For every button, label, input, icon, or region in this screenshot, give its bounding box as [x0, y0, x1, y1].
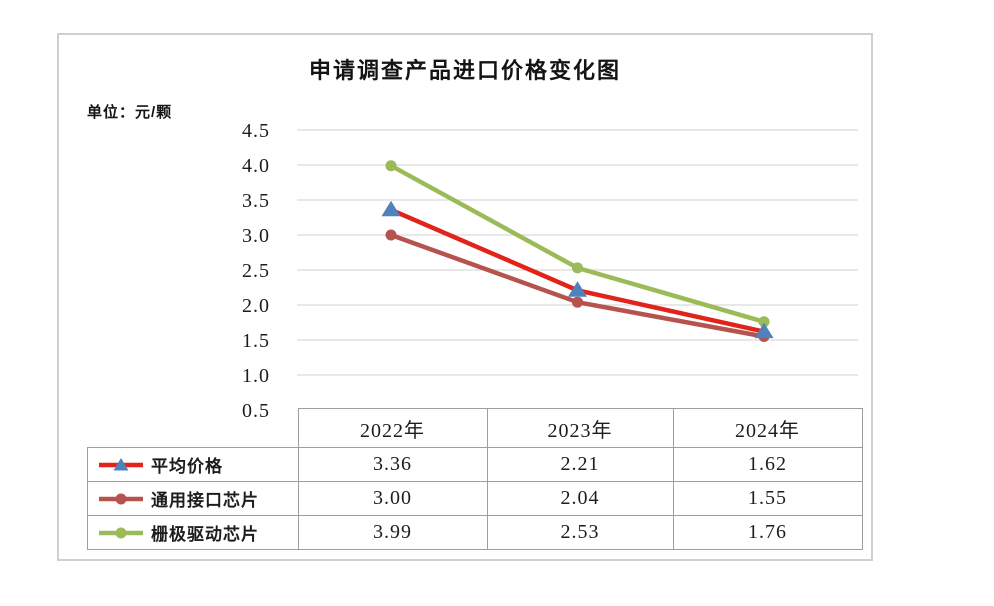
y-axis-tick-label: 4.0: [242, 155, 270, 177]
y-axis-tick-label: 1.5: [242, 330, 270, 352]
series-marker-circle-2: [572, 262, 583, 274]
year-header-cell: 2024年: [672, 408, 863, 448]
chart-title: 申请调查产品进口价格变化图: [308, 58, 621, 83]
value-cell: 1.62: [672, 447, 863, 482]
series-marker-circle-2: [385, 160, 397, 172]
legend-cell: 栅极驱动芯片: [87, 515, 299, 550]
value-cell: 2.21: [486, 447, 674, 482]
y-axis-tick-label: 0.5: [242, 400, 270, 422]
series-marker-triangle-0: [754, 322, 774, 339]
value-cell: 2.04: [486, 481, 674, 516]
legend-line-marker-icon: [99, 493, 143, 504]
value-cell: 1.55: [672, 481, 863, 516]
series-marker-triangle-0: [381, 200, 401, 217]
series-marker-circle-1: [572, 296, 583, 308]
table-corner-cell: [88, 409, 299, 448]
y-axis-tick-label: 2.0: [242, 295, 270, 317]
y-axis-tick-label: 2.5: [242, 260, 270, 282]
price-table-body: 平均价格 3.36 2.21 1.62 通用接口芯片 3.00 2.04 1.55 栅极驱动芯片…: [87, 447, 863, 550]
table-row: 栅极驱动芯片 3.99 2.53 1.76: [87, 515, 863, 550]
value-cell: 2.53: [486, 515, 674, 550]
legend-line-marker-icon: [99, 457, 143, 470]
value-cell: 1.76: [672, 515, 863, 550]
series-marker-circle-2: [758, 316, 770, 328]
price-table-head: 2022年 2023年 2024年: [88, 408, 863, 448]
legend-series-name: 栅极驱动芯片: [151, 525, 259, 544]
table-row: 通用接口芯片 3.00 2.04 1.55: [87, 481, 863, 516]
legend-key: 通用接口芯片: [88, 486, 297, 511]
legend-key: 平均价格: [88, 452, 297, 477]
legend-cell: 通用接口芯片: [87, 481, 299, 516]
price-table: 2022年 2023年 2024年 平均价格 3.36 2.21 1.62 通用接口芯片 3.…: [87, 408, 863, 550]
table-row: 平均价格 3.36 2.21 1.62: [87, 447, 863, 482]
year-header-cell: 2023年: [486, 408, 674, 448]
y-axis-tick-label: 3.0: [242, 225, 270, 247]
legend-key: 栅极驱动芯片: [88, 520, 297, 545]
value-cell: 3.36: [297, 447, 488, 482]
value-cell: 3.00: [297, 481, 488, 516]
y-axis-tick-label: 1.0: [242, 365, 270, 387]
value-cell: 3.99: [297, 515, 488, 550]
legend-series-name: 通用接口芯片: [151, 491, 259, 510]
table-header-row: 2022年 2023年 2024年: [88, 408, 863, 448]
legend-line-marker-icon: [99, 527, 143, 538]
unit-label: 单位：元/颗: [87, 104, 173, 121]
year-header-cell: 2022年: [297, 408, 488, 448]
y-axis-tick-label: 4.5: [242, 120, 270, 142]
y-axis-tick-label: 3.5: [242, 190, 270, 212]
series-marker-triangle-0: [568, 281, 587, 297]
series-marker-circle-1: [385, 229, 397, 241]
legend-cell: 平均价格: [87, 447, 299, 482]
legend-series-name: 平均价格: [151, 457, 223, 476]
